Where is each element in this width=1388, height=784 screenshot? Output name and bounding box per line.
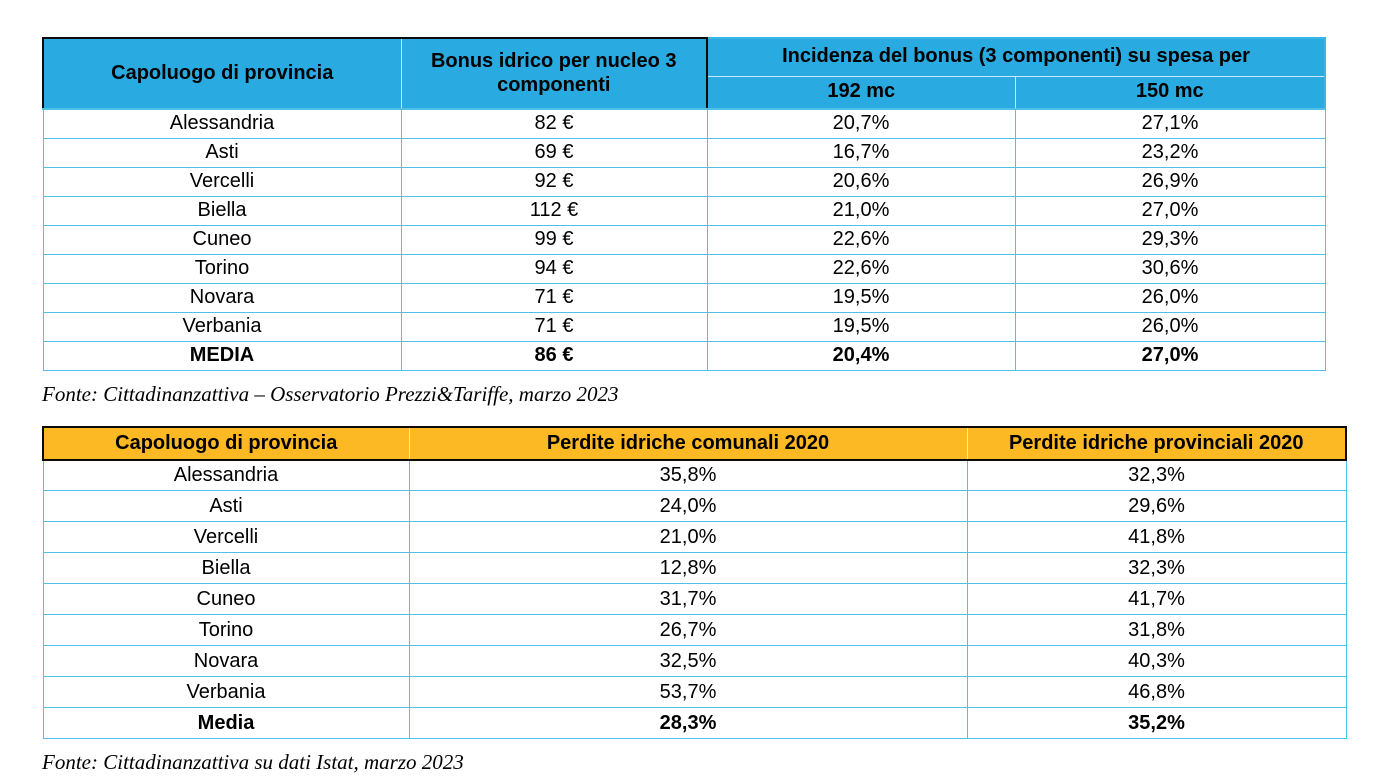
table-row: Cuneo 31,7% 41,7% [42, 583, 1347, 615]
bonus-cell: 86 € [400, 340, 708, 371]
incidenza-192-cell: 20,7% [706, 108, 1016, 139]
incidenza-150-cell: 30,6% [1014, 253, 1326, 284]
perdite-comunali-cell: 12,8% [408, 552, 968, 584]
incidenza-192-cell: 19,5% [706, 282, 1016, 313]
table1-header-incidenza-group: Incidenza del bonus (3 componenti) su sp… [706, 37, 1326, 77]
incidenza-192-cell: 19,5% [706, 311, 1016, 342]
table1-header-192mc: 192 mc [706, 75, 1016, 110]
incidenza-150-cell: 27,1% [1014, 108, 1326, 139]
perdite-provinciali-cell: 41,7% [966, 583, 1347, 615]
province-cell: Novara [42, 645, 410, 677]
bonus-cell: 112 € [400, 195, 708, 226]
perdite-comunali-cell: 53,7% [408, 676, 968, 708]
table-row: Vercelli 92 € 20,6% 26,9% [42, 166, 1326, 197]
perdite-comunali-cell: 24,0% [408, 490, 968, 522]
table-row: Novara 32,5% 40,3% [42, 645, 1347, 677]
table-row: Torino 26,7% 31,8% [42, 614, 1347, 646]
table-row: Alessandria 35,8% 32,3% [42, 459, 1347, 491]
province-cell: Asti [42, 137, 402, 168]
source-caption-table1: Fonte: Cittadinanzattiva – Osservatorio … [42, 381, 619, 406]
incidenza-192-cell: 22,6% [706, 224, 1016, 255]
incidenza-150-cell: 26,9% [1014, 166, 1326, 197]
incidenza-150-cell: 23,2% [1014, 137, 1326, 168]
perdite-comunali-cell: 21,0% [408, 521, 968, 553]
table-row: Vercelli 21,0% 41,8% [42, 521, 1347, 553]
table-row: Cuneo 99 € 22,6% 29,3% [42, 224, 1326, 255]
table1-header-row-1: Capoluogo di provincia Bonus idrico per … [42, 37, 1326, 110]
province-cell: Biella [42, 195, 402, 226]
incidenza-192-cell: 21,0% [706, 195, 1016, 226]
perdite-provinciali-cell: 32,3% [966, 459, 1347, 491]
province-cell: Cuneo [42, 583, 410, 615]
province-cell: Biella [42, 552, 410, 584]
bonus-cell: 69 € [400, 137, 708, 168]
bonus-cell: 99 € [400, 224, 708, 255]
bonus-cell: 71 € [400, 311, 708, 342]
incidenza-150-cell: 26,0% [1014, 282, 1326, 313]
perdite-provinciali-cell: 41,8% [966, 521, 1347, 553]
incidenza-192-cell: 20,6% [706, 166, 1016, 197]
perdite-provinciali-cell: 35,2% [966, 707, 1347, 739]
incidenza-150-cell: 27,0% [1014, 195, 1326, 226]
bonus-idrico-table: Capoluogo di provincia Bonus idrico per … [42, 37, 1326, 371]
incidenza-192-cell: 20,4% [706, 340, 1016, 371]
bonus-cell: 92 € [400, 166, 708, 197]
province-cell: Cuneo [42, 224, 402, 255]
incidenza-150-cell: 26,0% [1014, 311, 1326, 342]
table1-header-bonus: Bonus idrico per nucleo 3 componenti [400, 37, 708, 110]
table-row: Verbania 53,7% 46,8% [42, 676, 1347, 708]
province-cell: Alessandria [42, 459, 410, 491]
table-row: Novara 71 € 19,5% 26,0% [42, 282, 1326, 313]
incidenza-150-cell: 29,3% [1014, 224, 1326, 255]
perdite-provinciali-cell: 29,6% [966, 490, 1347, 522]
table-row: Asti 24,0% 29,6% [42, 490, 1347, 522]
table1-header-row-2: 192 mc 150 mc [43, 75, 1326, 110]
source-caption-table2: Fonte: Cittadinanzattiva su dati Istat, … [42, 750, 464, 774]
media-row: MEDIA 86 € 20,4% 27,0% [42, 340, 1326, 371]
bonus-cell: 94 € [400, 253, 708, 284]
table-row: Torino 94 € 22,6% 30,6% [42, 253, 1326, 284]
table1-header-150mc: 150 mc [1014, 75, 1326, 110]
perdite-idriche-table: Capoluogo di provincia Perdite idriche c… [42, 425, 1347, 739]
perdite-provinciali-cell: 40,3% [966, 645, 1347, 677]
table-row: Asti 69 € 16,7% 23,2% [42, 137, 1326, 168]
incidenza-150-cell: 27,0% [1014, 340, 1326, 371]
perdite-provinciali-cell: 32,3% [966, 552, 1347, 584]
province-cell: Asti [42, 490, 410, 522]
perdite-comunali-cell: 35,8% [408, 459, 968, 491]
province-cell: Media [42, 707, 410, 739]
province-cell: Verbania [42, 311, 402, 342]
perdite-provinciali-cell: 31,8% [966, 614, 1347, 646]
province-cell: Vercelli [42, 521, 410, 553]
province-cell: Vercelli [42, 166, 402, 197]
province-cell: MEDIA [42, 340, 402, 371]
perdite-provinciali-cell: 46,8% [966, 676, 1347, 708]
table-row: Alessandria 82 € 20,7% 27,1% [42, 108, 1326, 139]
table2-header-capoluogo: Capoluogo di provincia [42, 425, 410, 461]
table2-header-provinciali: Perdite idriche provinciali 2020 [966, 425, 1347, 461]
perdite-comunali-cell: 26,7% [408, 614, 968, 646]
province-cell: Alessandria [42, 108, 402, 139]
bonus-cell: 82 € [400, 108, 708, 139]
table1-header-capoluogo: Capoluogo di provincia [42, 37, 402, 110]
table-row: Verbania 71 € 19,5% 26,0% [42, 311, 1326, 342]
province-cell: Verbania [42, 676, 410, 708]
province-cell: Torino [42, 253, 402, 284]
table2-header-comunali: Perdite idriche comunali 2020 [408, 425, 968, 461]
table-row: Biella 12,8% 32,3% [42, 552, 1347, 584]
province-cell: Torino [42, 614, 410, 646]
table2-header-row: Capoluogo di provincia Perdite idriche c… [42, 425, 1347, 461]
perdite-comunali-cell: 32,5% [408, 645, 968, 677]
province-cell: Novara [42, 282, 402, 313]
bonus-cell: 71 € [400, 282, 708, 313]
table-row: Biella 112 € 21,0% 27,0% [42, 195, 1326, 226]
incidenza-192-cell: 22,6% [706, 253, 1016, 284]
perdite-comunali-cell: 31,7% [408, 583, 968, 615]
incidenza-192-cell: 16,7% [706, 137, 1016, 168]
perdite-comunali-cell: 28,3% [408, 707, 968, 739]
media-row: Media 28,3% 35,2% [42, 707, 1347, 739]
